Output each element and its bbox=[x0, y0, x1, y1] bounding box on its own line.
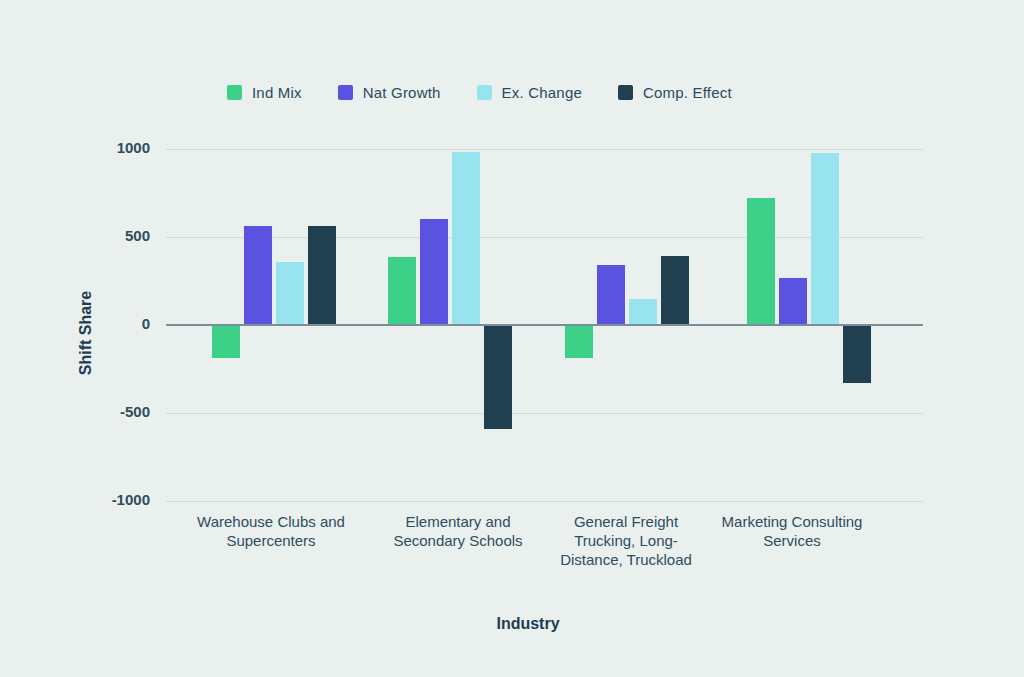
legend-swatch-comp-effect bbox=[618, 85, 633, 100]
x-category-label: Warehouse Clubs and Supercenters bbox=[191, 512, 351, 550]
legend-label: Comp. Effect bbox=[643, 84, 732, 101]
legend-item-ind-mix: Ind Mix bbox=[227, 84, 302, 101]
bar-comp-effect-marketing-consulting bbox=[843, 325, 871, 383]
chart-legend: Ind Mix Nat Growth Ex. Change Comp. Effect bbox=[227, 84, 732, 101]
legend-label: Ind Mix bbox=[252, 84, 302, 101]
gridline bbox=[166, 237, 923, 238]
y-tick-label: -500 bbox=[50, 403, 150, 421]
x-category-label: Marketing Consulting Services bbox=[712, 512, 872, 550]
legend-swatch-ind-mix bbox=[227, 85, 242, 100]
x-category-label: Elementary and Secondary Schools bbox=[378, 512, 538, 550]
bar-ind-mix-marketing-consulting bbox=[747, 198, 775, 325]
bar-nat-growth-warehouse-clubs bbox=[244, 226, 272, 325]
y-tick-label: 500 bbox=[50, 227, 150, 245]
y-tick-label: 0 bbox=[50, 315, 150, 333]
bar-nat-growth-elementary-and bbox=[420, 219, 448, 325]
bar-comp-effect-general-freight bbox=[661, 256, 689, 325]
gridline bbox=[166, 149, 923, 150]
y-tick-label: 1000 bbox=[50, 139, 150, 157]
x-category-label: General Freight Trucking, Long-Distance,… bbox=[546, 512, 706, 569]
bar-ex-change-warehouse-clubs bbox=[276, 262, 304, 325]
legend-item-nat-growth: Nat Growth bbox=[338, 84, 441, 101]
legend-label: Ex. Change bbox=[502, 84, 582, 101]
legend-label: Nat Growth bbox=[363, 84, 441, 101]
bar-nat-growth-marketing-consulting bbox=[779, 278, 807, 325]
bar-ex-change-general-freight bbox=[629, 299, 657, 325]
gridline bbox=[166, 413, 923, 414]
x-axis-zero-line bbox=[166, 324, 923, 326]
bar-ind-mix-elementary-and bbox=[388, 257, 416, 325]
y-axis-title: Shift Share bbox=[77, 291, 95, 375]
bar-ex-change-marketing-consulting bbox=[811, 153, 839, 325]
bar-comp-effect-warehouse-clubs bbox=[308, 226, 336, 325]
bar-ex-change-elementary-and bbox=[452, 152, 480, 325]
legend-swatch-ex-change bbox=[477, 85, 492, 100]
bar-ind-mix-warehouse-clubs bbox=[212, 325, 240, 358]
y-tick-label: -1000 bbox=[50, 491, 150, 509]
x-axis-title: Industry bbox=[496, 615, 559, 633]
shift-share-bar-chart: Ind MixNat GrowthEx. ChangeComp. Effect … bbox=[0, 0, 1024, 677]
bar-comp-effect-elementary-and bbox=[484, 325, 512, 429]
legend-item-ex-change: Ex. Change bbox=[477, 84, 582, 101]
legend-item-comp-effect: Comp. Effect bbox=[618, 84, 732, 101]
bar-ind-mix-general-freight bbox=[565, 325, 593, 358]
gridline bbox=[166, 501, 923, 502]
bar-nat-growth-general-freight bbox=[597, 265, 625, 325]
legend-swatch-nat-growth bbox=[338, 85, 353, 100]
